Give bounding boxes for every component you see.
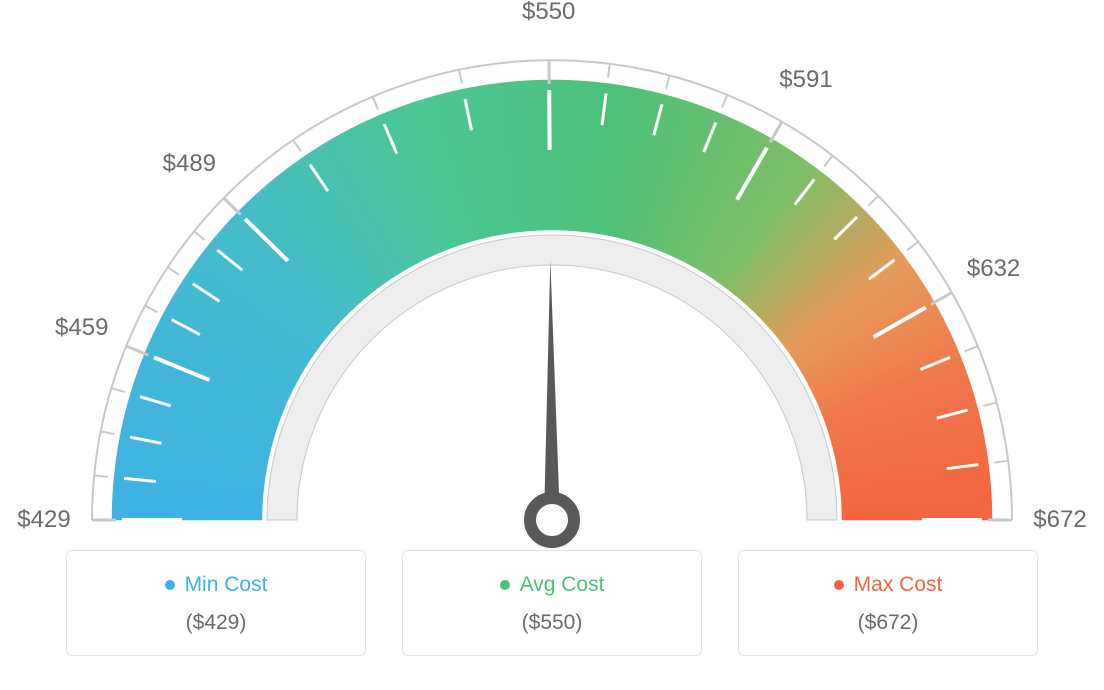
legend-dot-min (165, 580, 175, 590)
legend-value-avg: ($550) (413, 611, 691, 635)
gauge-tick-label: $429 (17, 506, 70, 534)
legend-card-avg: Avg Cost ($550) (402, 550, 702, 656)
legend-title-max: Max Cost (834, 573, 943, 597)
legend-row: Min Cost ($429) Avg Cost ($550) Max Cost… (0, 550, 1104, 656)
legend-label-min: Min Cost (185, 573, 268, 597)
legend-card-max: Max Cost ($672) (738, 550, 1038, 656)
legend-dot-avg (500, 580, 510, 590)
legend-value-max: ($672) (749, 611, 1027, 635)
gauge-tick-label: $489 (163, 150, 216, 178)
gauge-tick-label: $591 (779, 66, 832, 94)
legend-dot-max (834, 580, 844, 590)
gauge-chart: $429 $459 $489 $550 $591 $632 $672 (0, 0, 1104, 560)
gauge-tick-label: $459 (55, 314, 108, 342)
gauge-tick-label: $632 (967, 255, 1020, 283)
legend-label-max: Max Cost (854, 573, 943, 597)
legend-title-avg: Avg Cost (500, 573, 605, 597)
gauge-tick-label: $672 (1033, 506, 1086, 534)
legend-title-min: Min Cost (165, 573, 268, 597)
legend-label-avg: Avg Cost (520, 573, 605, 597)
legend-value-min: ($429) (77, 611, 355, 635)
gauge-tick-label: $550 (522, 0, 575, 26)
gauge-svg (0, 0, 1104, 560)
legend-card-min: Min Cost ($429) (66, 550, 366, 656)
